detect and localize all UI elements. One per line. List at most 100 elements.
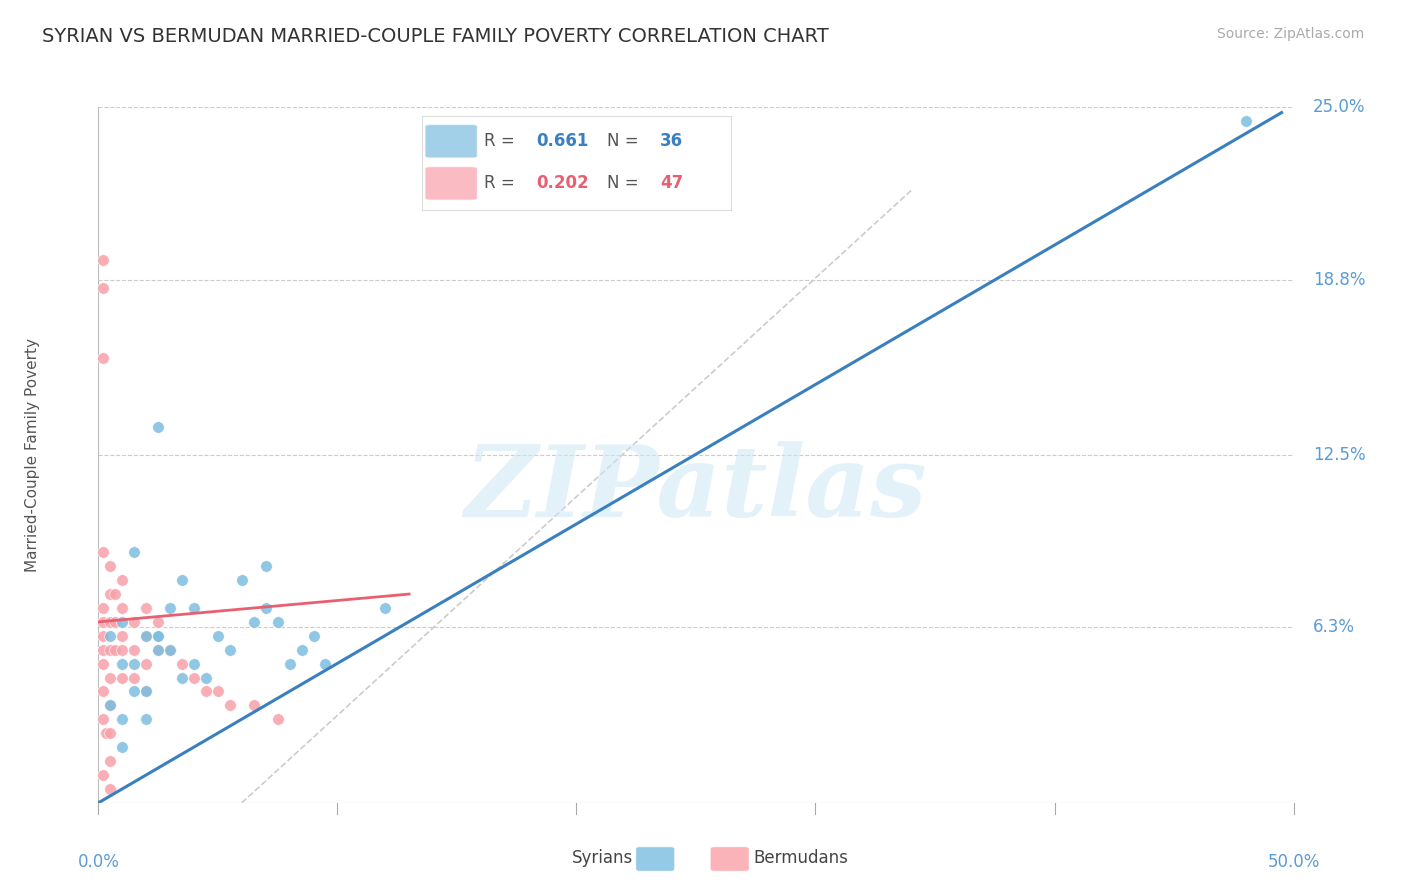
Point [91, 629, 114, 643]
Point [111, 642, 134, 657]
Point [91, 253, 114, 268]
Text: 50.0%: 50.0% [1267, 853, 1320, 871]
Point [148, 642, 170, 657]
Point [135, 629, 157, 643]
Point [91, 545, 114, 559]
Point [243, 698, 266, 713]
Point [104, 615, 127, 629]
FancyBboxPatch shape [425, 124, 478, 158]
Point [91, 712, 114, 726]
Text: Married-Couple Family Poverty: Married-Couple Family Poverty [25, 338, 41, 572]
Point [98, 629, 122, 643]
Point [194, 684, 217, 698]
Point [135, 629, 157, 643]
Text: SYRIAN VS BERMUDAN MARRIED-COUPLE FAMILY POVERTY CORRELATION CHART: SYRIAN VS BERMUDAN MARRIED-COUPLE FAMILY… [42, 27, 830, 45]
Point [135, 657, 157, 671]
Point [98, 698, 122, 713]
Point [254, 601, 277, 615]
Text: 0.202: 0.202 [536, 175, 589, 193]
Point [91, 684, 114, 698]
Text: 0.661: 0.661 [536, 132, 589, 150]
Point [98, 615, 122, 629]
Point [111, 615, 134, 629]
Point [124, 671, 146, 685]
Point [159, 642, 181, 657]
Point [91, 281, 114, 295]
Point [124, 545, 146, 559]
Point [135, 601, 157, 615]
Point [111, 740, 134, 755]
Point [267, 615, 290, 629]
Text: N =: N = [607, 132, 644, 150]
Point [172, 573, 194, 587]
Point [98, 559, 122, 574]
Point [194, 671, 217, 685]
Point [98, 781, 122, 796]
Point [98, 754, 122, 768]
Point [1234, 114, 1257, 128]
Point [91, 642, 114, 657]
Point [111, 657, 134, 671]
Point [98, 587, 122, 601]
Point [124, 657, 146, 671]
Point [267, 712, 290, 726]
Text: 18.8%: 18.8% [1313, 270, 1365, 289]
Point [94, 726, 117, 740]
Point [111, 671, 134, 685]
Text: 36: 36 [659, 132, 683, 150]
Point [98, 698, 122, 713]
Text: R =: R = [484, 175, 520, 193]
Text: 47: 47 [659, 175, 683, 193]
Text: N =: N = [607, 175, 644, 193]
Point [207, 684, 229, 698]
FancyBboxPatch shape [425, 167, 478, 201]
Point [148, 629, 170, 643]
Text: 6.3%: 6.3% [1313, 618, 1354, 637]
Point [374, 601, 396, 615]
Point [231, 573, 253, 587]
Point [183, 657, 205, 671]
Point [148, 642, 170, 657]
Text: ZIPatlas: ZIPatlas [465, 442, 927, 538]
Text: 25.0%: 25.0% [1313, 98, 1365, 116]
Point [98, 726, 122, 740]
Point [302, 629, 325, 643]
Point [219, 642, 242, 657]
Point [91, 615, 114, 629]
Point [254, 559, 277, 574]
Point [124, 642, 146, 657]
Point [124, 684, 146, 698]
Text: Bermudans: Bermudans [754, 849, 848, 867]
Point [98, 671, 122, 685]
Point [183, 601, 205, 615]
Point [98, 642, 122, 657]
Point [219, 698, 242, 713]
Point [290, 642, 312, 657]
Point [159, 642, 181, 657]
Point [172, 657, 194, 671]
Point [243, 615, 266, 629]
Point [148, 420, 170, 434]
Point [91, 657, 114, 671]
Point [91, 601, 114, 615]
Point [135, 712, 157, 726]
Text: 12.5%: 12.5% [1313, 446, 1365, 464]
Point [104, 587, 127, 601]
Text: Source: ZipAtlas.com: Source: ZipAtlas.com [1216, 27, 1364, 41]
Point [124, 615, 146, 629]
Text: R =: R = [484, 132, 520, 150]
Point [111, 601, 134, 615]
Text: Syrians: Syrians [571, 849, 633, 867]
Point [278, 657, 301, 671]
Point [104, 642, 127, 657]
Text: 0.0%: 0.0% [77, 853, 120, 871]
Point [207, 629, 229, 643]
Point [111, 712, 134, 726]
Point [111, 573, 134, 587]
Point [148, 615, 170, 629]
Point [91, 768, 114, 782]
Point [135, 684, 157, 698]
Point [183, 671, 205, 685]
Point [135, 684, 157, 698]
Point [148, 629, 170, 643]
